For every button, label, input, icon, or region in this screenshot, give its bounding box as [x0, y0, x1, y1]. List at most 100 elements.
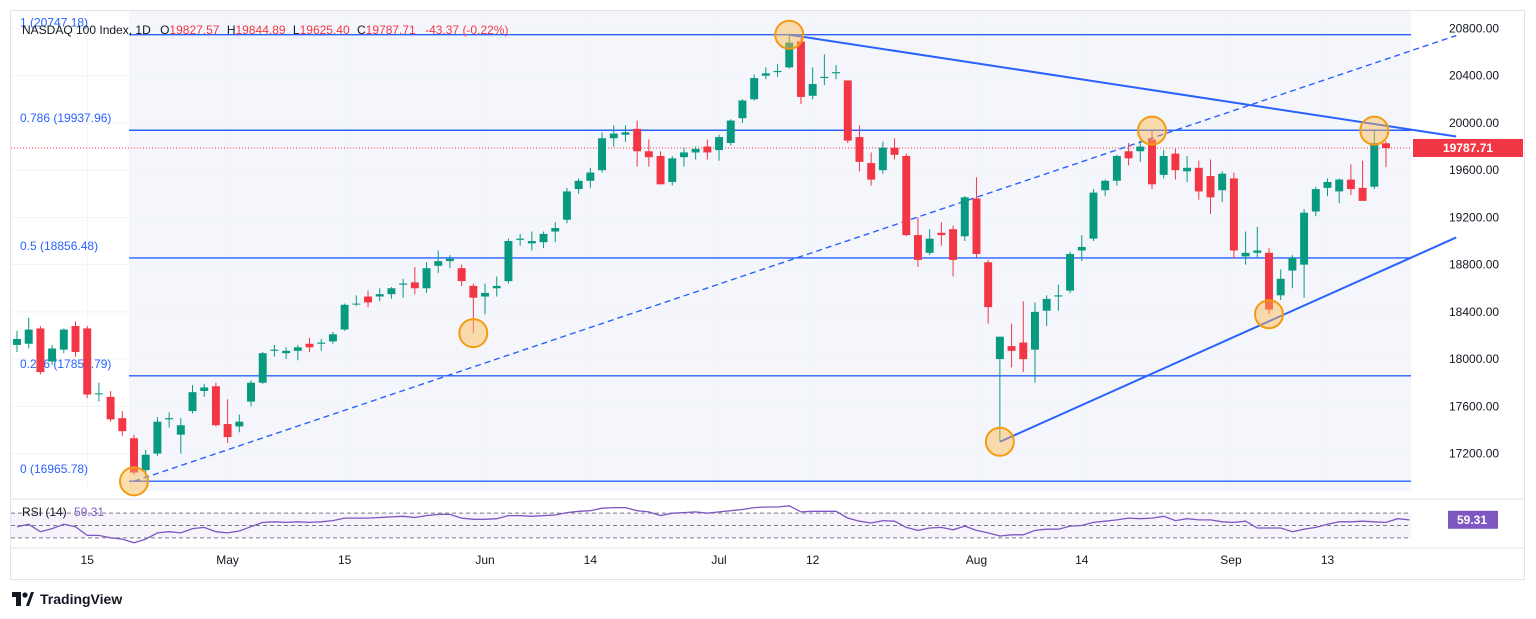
candle-body — [668, 158, 677, 182]
trendline-rising-channel-dashed — [133, 34, 1457, 482]
candle-body — [995, 336, 1004, 360]
candle-body — [1030, 311, 1039, 350]
chart-canvas[interactable]: 1 (20747.18) 0.786 (19937.96) 0.5 (18856.4… — [11, 11, 1524, 579]
fib-level-label: 0.236 (17858.79) — [20, 357, 111, 371]
candle-body — [925, 238, 934, 253]
candle-body — [808, 83, 817, 96]
plot-background — [129, 11, 1411, 491]
candle-body — [141, 454, 150, 471]
candle-body — [1159, 155, 1168, 175]
candle-body — [1148, 139, 1156, 185]
candle-body — [1358, 187, 1367, 201]
candle-body — [153, 421, 162, 454]
candle-body — [1066, 254, 1075, 291]
candle-body — [282, 350, 291, 354]
candle-body — [1019, 342, 1028, 360]
candle-body — [562, 191, 571, 220]
rsi-value-label: 59.31 — [1457, 513, 1487, 527]
candle-body — [94, 393, 103, 395]
candle-body — [867, 163, 876, 180]
candle-body — [726, 120, 735, 143]
candle-body — [211, 386, 220, 426]
trendline-descending-resistance — [789, 33, 1457, 138]
highlight-circle — [1253, 299, 1284, 330]
candle-body — [106, 396, 115, 420]
candle-body — [715, 137, 724, 151]
rsi-value-badge — [1448, 510, 1498, 529]
candle-body — [223, 424, 232, 438]
candle-body — [24, 329, 33, 344]
candle-body — [1194, 167, 1203, 192]
y-tick-label: 20800.00 — [1449, 21, 1499, 35]
y-tick-label: 18800.00 — [1449, 258, 1499, 272]
last-price-label: 19787.71 — [1443, 141, 1493, 155]
highlight-circle — [458, 318, 489, 349]
x-tick-label: May — [216, 553, 239, 567]
candle-body — [1382, 143, 1390, 148]
x-tick-label: Sep — [1220, 553, 1242, 567]
candle-body — [1007, 346, 1016, 351]
last-price-badge — [1413, 138, 1523, 157]
candle-body — [832, 72, 841, 74]
y-tick-label: 18000.00 — [1449, 352, 1499, 366]
tradingview-icon — [12, 592, 34, 606]
x-tick-label: 15 — [338, 553, 352, 567]
candle-body — [387, 288, 396, 295]
rsi-legend-value: 59.31 — [74, 505, 105, 519]
candle-body — [1288, 257, 1297, 271]
y-tick-label: 19200.00 — [1449, 210, 1499, 224]
candle-body — [410, 282, 419, 289]
candle-body — [1136, 146, 1145, 152]
candle-body — [504, 241, 513, 282]
candle-body — [352, 303, 361, 305]
candle-body — [13, 339, 21, 345]
candle-body — [1124, 151, 1133, 159]
candle-body — [551, 228, 560, 232]
candle-body — [984, 262, 993, 308]
candle-body — [165, 418, 174, 420]
y-tick-label: 18400.00 — [1449, 305, 1499, 319]
candle-body — [574, 180, 583, 190]
candle-body — [937, 232, 946, 236]
candle-body — [235, 421, 244, 427]
chart-frame: 1 (20747.18) 0.786 (19937.96) 0.5 (18856.4… — [10, 10, 1525, 580]
candle-body — [422, 268, 431, 289]
highlight-circle — [1359, 115, 1390, 146]
tradingview-logo[interactable]: TradingView — [12, 591, 122, 607]
candle-body — [1370, 142, 1379, 187]
candle-body — [1183, 167, 1192, 172]
open-label: O — [160, 23, 170, 37]
low-value: 19625.40 — [299, 23, 350, 37]
highlight-circle — [1136, 115, 1167, 146]
low-label: L — [292, 23, 300, 37]
candle-body — [340, 304, 349, 330]
x-tick-label: 13 — [1321, 553, 1335, 567]
candle-body — [1323, 181, 1332, 188]
trendline-ascending-support — [999, 236, 1457, 443]
candle-body — [1229, 178, 1238, 251]
candle-body — [1218, 173, 1227, 191]
candle-body — [972, 198, 981, 254]
open-value: 19827.57 — [169, 23, 220, 37]
candle-body — [375, 294, 384, 297]
candle-body — [364, 296, 373, 303]
candle-body — [1206, 176, 1215, 198]
candle-body — [703, 146, 712, 153]
candle-body — [796, 41, 805, 97]
candle-body — [1101, 180, 1110, 191]
candle-body — [1346, 179, 1355, 190]
candle-body — [258, 353, 267, 383]
x-tick-label: 14 — [584, 553, 598, 567]
candle-body — [855, 137, 864, 162]
candle-body — [902, 155, 911, 236]
candle-body — [1089, 192, 1098, 239]
candle-body — [1042, 298, 1051, 311]
candle-body — [656, 155, 665, 185]
candle-body — [750, 78, 759, 100]
fib-level-label: 1 (20747.18) — [20, 16, 88, 30]
rsi-label: RSI (14) — [22, 505, 67, 519]
candle-body — [820, 76, 829, 79]
candle-body — [1311, 189, 1320, 212]
candle-body — [492, 285, 501, 289]
candle-body — [83, 328, 92, 395]
